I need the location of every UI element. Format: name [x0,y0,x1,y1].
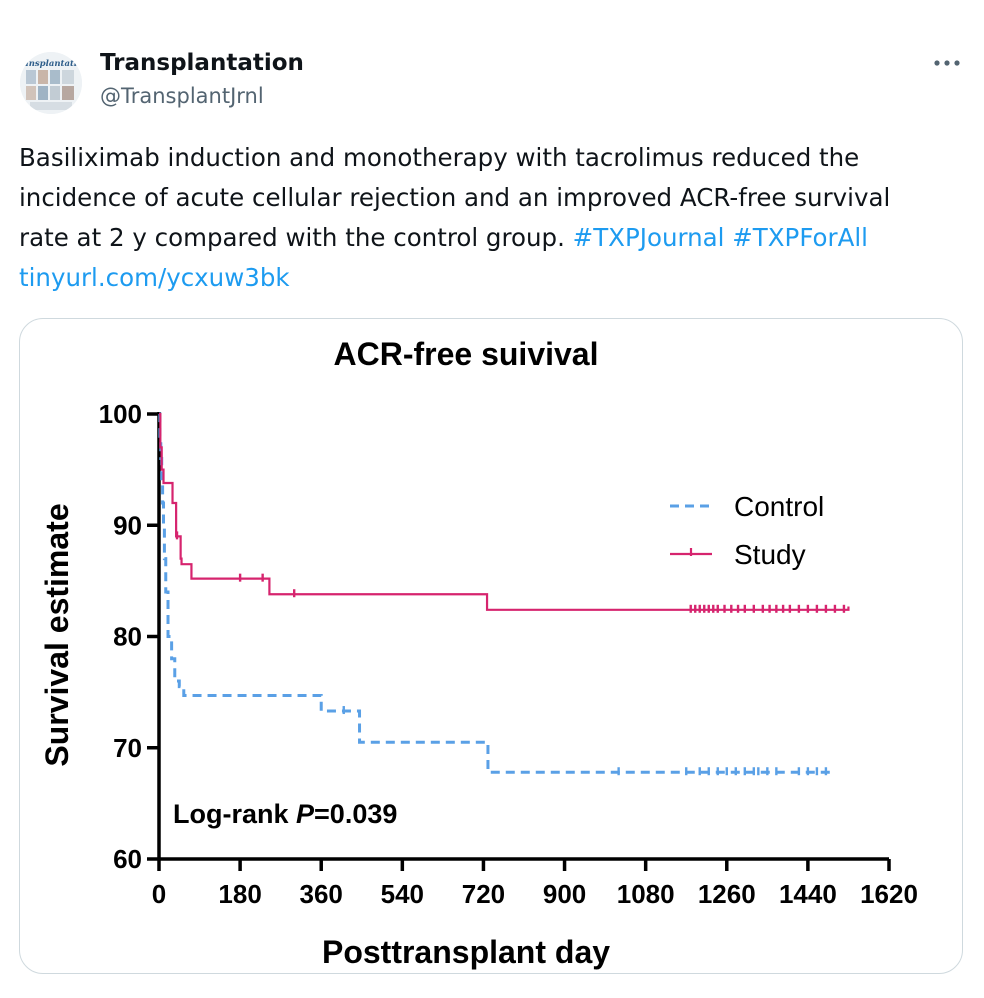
tweet-text-segment: rate at 2 y compared with the control gr… [19,223,573,252]
journal-cover-icon: Transplantation [20,52,82,114]
y-tick-label: 70 [113,733,142,763]
series-line-study [159,412,850,611]
annotation-p: P [296,799,315,829]
x-tick-label: 1080 [617,879,675,909]
x-tick-label: 720 [462,879,505,909]
x-tick-label: 360 [300,879,343,909]
more-options-button[interactable] [930,48,964,78]
chart-legend: Control Study [670,491,824,570]
chart-axes: 60 70 80 90 100 0 180 360 540 720 900 1080 1260 1440 1… [99,399,918,909]
author-avatar[interactable]: Transplantation [20,52,82,114]
y-tick-label: 80 [113,622,142,652]
author-handle[interactable]: @TransplantJrnl [100,84,264,108]
chart-title: ACR-free suivival [334,336,599,372]
series-line-control [158,412,832,774]
author-name[interactable]: Transplantation [100,50,304,76]
y-tick-label: 60 [113,844,142,874]
log-rank-annotation: Log-rank P=0.039 [173,799,397,829]
tweet-text-line: incidence of acute cellular rejection an… [19,183,891,212]
y-axis-label: Survival estimate [39,503,75,766]
x-tick-label: 180 [218,879,261,909]
y-tick-label: 90 [113,510,142,540]
x-tick-label: 1260 [698,879,756,909]
y-tick-label: 100 [99,399,142,429]
avatar-logo-text: Transplantation [20,59,82,69]
more-horizontal-icon [934,60,960,66]
x-tick-label: 1620 [860,879,918,909]
x-tick-label: 1440 [779,879,837,909]
x-tick-label: 0 [152,879,166,909]
annotation-prefix: Log-rank [173,799,296,829]
hashtag-link[interactable]: #TXPJournal [572,223,725,252]
tweet-text-line: Basiliximab induction and monotherapy wi… [19,143,860,172]
legend-label-study: Study [734,539,806,570]
chart-series [158,412,850,776]
x-tick-label: 900 [543,879,586,909]
tweet-text-line: rate at 2 y compared with the control gr… [19,218,959,258]
tweet-text: Basiliximab induction and monotherapy wi… [19,138,959,298]
tweet-text-line: tinyurl.com/ycxuw3bk [19,258,959,298]
hashtag-link[interactable]: #TXPForAll [732,223,868,252]
survival-chart: ACR-free suivival 60 70 80 90 100 0 180 360 540 7… [39,336,918,970]
url-link[interactable]: tinyurl.com/ycxuw3bk [19,263,290,292]
x-tick-label: 540 [381,879,424,909]
annotation-value: =0.039 [314,799,397,829]
x-axis-label: Posttransplant day [322,934,610,970]
legend-label-control: Control [734,491,824,522]
media-card[interactable]: ACR-free suivival 60 70 80 90 100 0 180 360 540 7… [19,318,963,974]
